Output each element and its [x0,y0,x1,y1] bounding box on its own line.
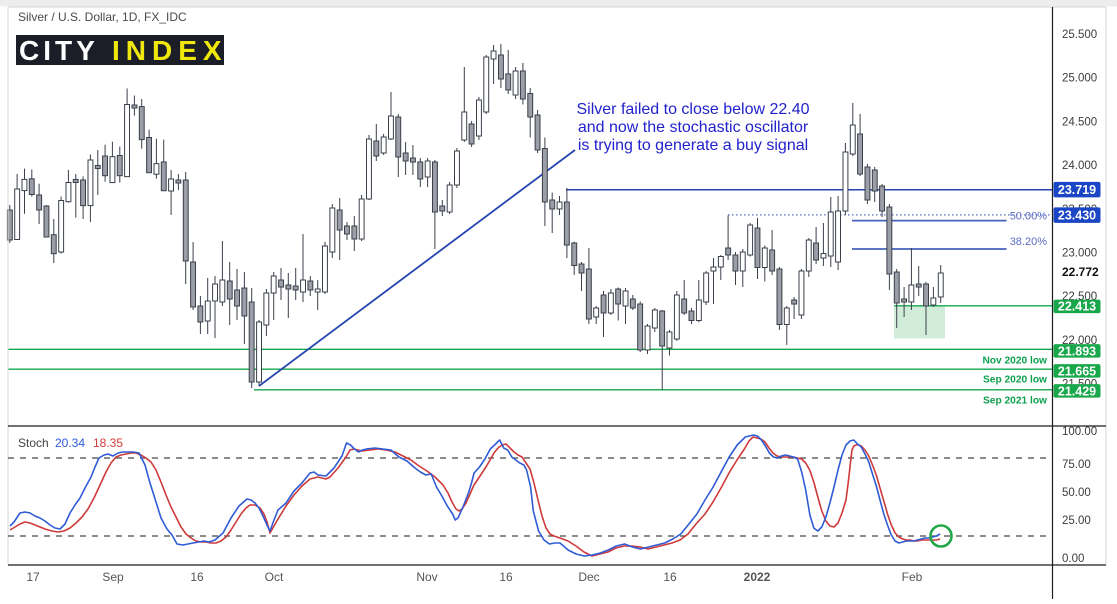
svg-text:23.000: 23.000 [1062,248,1097,260]
svg-text:100.00: 100.00 [1062,426,1097,438]
svg-text:Oct: Oct [265,570,284,584]
svg-text:17: 17 [26,570,40,584]
svg-text:Feb: Feb [902,570,923,584]
svg-text:38.20%: 38.20% [1010,236,1048,248]
svg-text:Silver / U.S. Dollar, 1D, FX_I: Silver / U.S. Dollar, 1D, FX_IDC [18,10,187,24]
svg-text:21.429: 21.429 [1058,384,1096,398]
svg-text:23.430: 23.430 [1058,209,1096,223]
svg-text:is trying to generate a buy si: is trying to generate a buy signal [578,137,808,154]
svg-text:Sep 2020 low: Sep 2020 low [983,374,1047,385]
svg-text:Nov 2020 low: Nov 2020 low [982,356,1047,367]
svg-text:25.000: 25.000 [1062,73,1097,85]
svg-text:Nov: Nov [416,570,437,584]
svg-text:24.500: 24.500 [1062,116,1097,128]
svg-text:23.719: 23.719 [1058,183,1096,197]
svg-text:22.772: 22.772 [1062,265,1099,279]
svg-text:Silver failed to close below 2: Silver failed to close below 22.40 [576,101,809,118]
svg-text:0.00: 0.00 [1062,553,1084,565]
svg-text:CITY: CITY [19,35,99,66]
svg-text:21.665: 21.665 [1058,364,1096,378]
svg-text:25.00: 25.00 [1062,515,1091,527]
svg-text:50.00: 50.00 [1062,487,1091,499]
svg-text:22.000: 22.000 [1062,335,1097,347]
svg-text:Sep: Sep [102,570,124,584]
svg-text:50.00%: 50.00% [1010,211,1048,223]
svg-text:22.413: 22.413 [1058,300,1096,314]
svg-text:21.893: 21.893 [1058,344,1096,358]
svg-text:Stoch: Stoch [18,436,49,450]
svg-text:18.35: 18.35 [93,436,123,450]
svg-text:and now the stochastic oscilla: and now the stochastic oscillator [578,119,809,136]
svg-text:Dec: Dec [578,570,599,584]
svg-text:INDEX: INDEX [112,35,228,66]
svg-text:Sep 2021 low: Sep 2021 low [983,395,1047,406]
svg-text:24.000: 24.000 [1062,160,1097,172]
svg-text:16: 16 [663,570,677,584]
svg-text:20.34: 20.34 [55,436,85,450]
svg-text:2022: 2022 [744,570,771,584]
svg-text:16: 16 [190,570,204,584]
svg-text:75.00: 75.00 [1062,459,1091,471]
svg-text:25.500: 25.500 [1062,29,1097,41]
svg-text:16: 16 [499,570,513,584]
